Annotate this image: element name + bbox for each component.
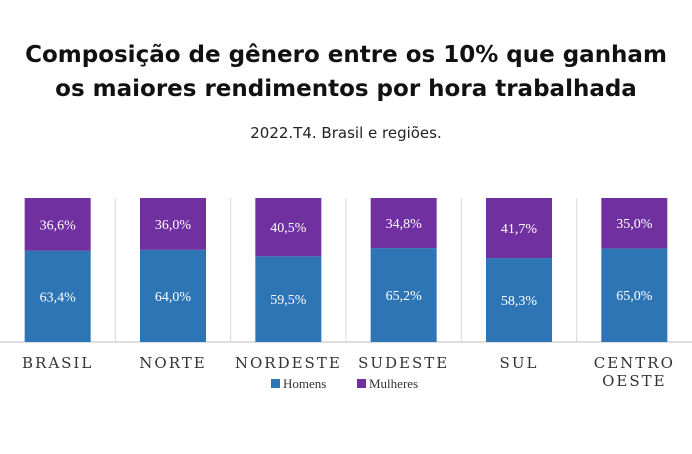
x-tick-label: NORTE: [139, 354, 206, 372]
bar-homens-sudeste: [370, 248, 437, 342]
bar-homens-brasil: [24, 250, 91, 342]
chart-title: Composição de gênero entre os 10% que ga…: [0, 38, 692, 106]
data-label-homens: 65,2%: [386, 289, 423, 304]
data-label-mulheres: 35,0%: [616, 217, 653, 232]
bar-mulheres-centro-oeste: [601, 198, 668, 249]
chart-subtitle: 2022.T4. Brasil e regiões.: [250, 124, 442, 142]
data-label-homens: 58,3%: [501, 294, 538, 309]
bar-homens-norte: [140, 249, 206, 342]
data-label-homens: 63,4%: [40, 290, 77, 305]
chart-title-line-2: os maiores rendimentos por hora trabalha…: [55, 76, 637, 102]
data-label-mulheres: 36,0%: [155, 218, 192, 233]
legend-label-homens: Homens: [283, 376, 326, 391]
x-tick-label: CENTRO: [594, 354, 675, 372]
bar-mulheres-sudeste: [370, 198, 437, 249]
bar-homens-centro-oeste: [601, 248, 668, 342]
legend-swatch-mulheres: [357, 379, 366, 388]
bar-homens-nordeste: [255, 256, 322, 342]
data-label-homens: 65,0%: [616, 289, 653, 304]
bar-mulheres-nordeste: [255, 198, 322, 257]
data-label-mulheres: 40,5%: [270, 221, 307, 236]
x-tick-label: OESTE: [602, 372, 666, 390]
data-label-homens: 59,5%: [270, 293, 307, 308]
data-label-mulheres: 41,7%: [501, 222, 538, 237]
data-label-homens: 64,0%: [155, 290, 192, 305]
bar-mulheres-sul: [486, 198, 552, 259]
x-tick-label: SUDESTE: [358, 354, 449, 372]
x-tick-label: BRASIL: [22, 354, 93, 372]
chart-title-line-1: Composição de gênero entre os 10% que ga…: [25, 42, 667, 68]
bar-mulheres-norte: [140, 198, 206, 250]
data-label-mulheres: 34,8%: [386, 217, 423, 232]
bar-mulheres-brasil: [24, 198, 91, 251]
legend-swatch-homens: [271, 379, 280, 388]
data-label-mulheres: 36,6%: [40, 218, 77, 233]
x-tick-label: NORDESTE: [235, 354, 342, 372]
x-tick-label: SUL: [500, 354, 539, 372]
legend-label-mulheres: Mulheres: [369, 376, 418, 391]
bar-homens-sul: [486, 258, 552, 342]
